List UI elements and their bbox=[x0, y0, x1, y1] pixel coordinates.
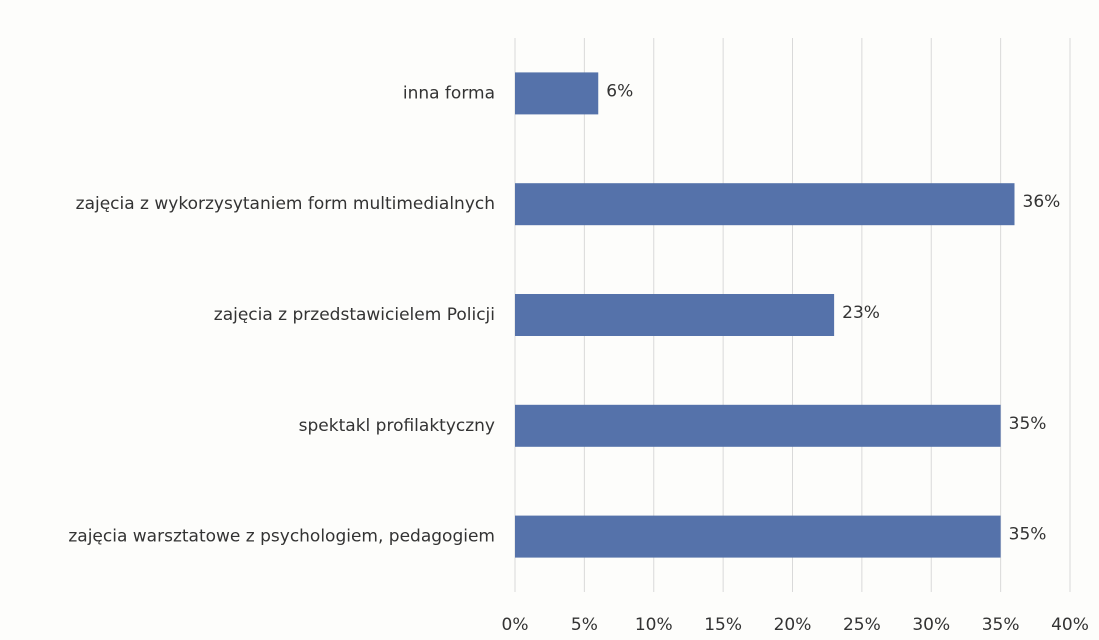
data-label: 35% bbox=[1009, 525, 1047, 545]
y-tick-label: zajęcia z wykorzysytaniem form multimedi… bbox=[76, 194, 495, 214]
y-tick-label: zajęcia z przedstawicielem Policji bbox=[214, 305, 495, 325]
x-tick-label: 5% bbox=[571, 615, 598, 635]
data-label: 36% bbox=[1023, 192, 1061, 212]
x-tick-label: 20% bbox=[774, 615, 812, 635]
x-tick-label: 35% bbox=[982, 615, 1020, 635]
data-label: 23% bbox=[842, 303, 880, 323]
bar bbox=[515, 404, 1001, 447]
x-tick-label: 40% bbox=[1051, 615, 1089, 635]
x-tick-label: 30% bbox=[912, 615, 950, 635]
data-label: 35% bbox=[1009, 414, 1047, 434]
data-label: 6% bbox=[606, 81, 633, 101]
bar bbox=[515, 183, 1015, 226]
y-tick-label: inna forma bbox=[403, 83, 495, 103]
x-tick-label: 0% bbox=[502, 615, 529, 635]
x-tick-label: 10% bbox=[635, 615, 673, 635]
bar bbox=[515, 72, 599, 115]
x-tick-label: 25% bbox=[843, 615, 881, 635]
y-tick-label: zajęcia warsztatowe z psychologiem, peda… bbox=[68, 527, 495, 547]
bar bbox=[515, 515, 1001, 558]
bar bbox=[515, 294, 835, 336]
x-tick-label: 15% bbox=[704, 615, 742, 635]
y-tick-label: spektakl profilaktyczny bbox=[299, 416, 495, 436]
